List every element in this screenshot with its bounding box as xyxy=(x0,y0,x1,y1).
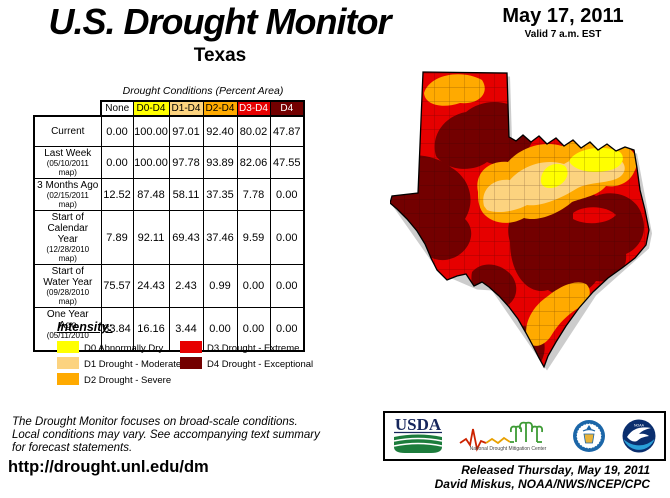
table-cell: 0.99 xyxy=(202,264,238,308)
release-author: David Miskus, NOAA/NWS/NCEP/CPC xyxy=(434,476,650,491)
region-name: Texas xyxy=(193,45,247,66)
map-date: May 17, 2011 xyxy=(502,5,624,27)
row-label: Start of Calendar Year (12/28/2010 map) xyxy=(33,210,102,265)
table-cell: 100.00 xyxy=(132,146,170,179)
drought-table: None D0-D4 D1-D4 D2-D4 D3-D4 D4 Current … xyxy=(33,100,305,352)
table-cell: 93.89 xyxy=(202,146,238,179)
svg-text:NOAA: NOAA xyxy=(634,424,645,428)
county-borders xyxy=(390,72,649,367)
row-label: Start of Water Year (09/28/2010 map) xyxy=(33,264,102,308)
release-info: Released Thursday, May 19, 2011 David Mi… xyxy=(330,463,650,491)
table-cell: 0.00 xyxy=(100,146,134,179)
noaa-logo: NOAA xyxy=(622,419,656,453)
table-cell: 0.00 xyxy=(269,264,305,308)
column-header-d0-d4: D0-D4 xyxy=(132,100,170,117)
table-cell: 37.35 xyxy=(202,178,238,211)
column-header-d2-d4: D2-D4 xyxy=(202,100,238,117)
svg-text:USDA: USDA xyxy=(395,415,442,434)
table-cell: 82.06 xyxy=(236,146,271,179)
table-row: One Year Ago(05/11/2010 map) 83.84 16.16… xyxy=(33,307,305,352)
d4-color-swatch xyxy=(180,357,202,369)
table-cell: 7.78 xyxy=(236,178,271,211)
table-header-row: None D0-D4 D1-D4 D2-D4 D3-D4 D4 xyxy=(34,100,305,117)
d2-color-swatch xyxy=(57,373,79,385)
table-row: 3 Months Ago (02/15/2011 map) 12.52 87.48… xyxy=(33,178,305,211)
row-label: Current xyxy=(33,115,102,147)
table-cell: 69.43 xyxy=(168,210,204,265)
texas-drought-map xyxy=(389,60,670,375)
table-row: Last Week (05/10/2011 map) 0.00 100.00 97… xyxy=(33,146,305,179)
usda-logo: USDA xyxy=(393,415,443,453)
table-cell: 80.02 xyxy=(236,115,271,147)
table-cell: 0.00 xyxy=(269,210,305,265)
table-corner-cell xyxy=(34,101,101,116)
commerce-seal-icon xyxy=(573,420,605,452)
ndmc-logo: National Drought Mitigation Center xyxy=(459,421,547,452)
table-cell: 2.43 xyxy=(168,264,204,308)
table-title: Drought Conditions (Percent Area) xyxy=(122,85,284,97)
table-cell: 97.01 xyxy=(168,115,204,147)
texas-outline xyxy=(389,71,650,369)
column-header-none: None xyxy=(100,100,134,117)
table-cell: 9.59 xyxy=(236,210,271,265)
table-row: Start of Calendar Year (12/28/2010 map) 7.… xyxy=(33,210,305,265)
valid-time: Valid 7 a.m. EST xyxy=(524,29,602,40)
date-block: May 17, 2011 Valid 7 a.m. EST xyxy=(483,5,643,40)
table-cell: 24.43 xyxy=(132,264,170,308)
table-cell: 47.55 xyxy=(269,146,305,179)
drought-monitor-url: http://drought.unl.edu/dm xyxy=(8,458,209,476)
page-title: U.S. Drought Monitor xyxy=(48,1,392,42)
agency-logo-box: USDA National Drought Mitigation Center … xyxy=(383,411,666,461)
table-cell: 87.48 xyxy=(132,178,170,211)
table-cell: 0.00 xyxy=(269,178,305,211)
table-cell: 75.57 xyxy=(100,264,134,308)
table-cell: 0.00 xyxy=(236,264,271,308)
d1-color-swatch xyxy=(57,357,79,369)
table-cell: 97.78 xyxy=(168,146,204,179)
d3-color-swatch xyxy=(180,341,202,353)
column-header-d3-d4: D3-D4 xyxy=(236,100,271,117)
table-cell: 100.00 xyxy=(132,115,170,147)
table-cell: 92.40 xyxy=(202,115,238,147)
column-header-d4: D4 xyxy=(269,100,305,117)
legend-title: Intensity: xyxy=(57,320,113,334)
d0-color-swatch xyxy=(57,341,79,353)
release-date: Released Thursday, May 19, 2011 xyxy=(461,463,650,477)
row-label: 3 Months Ago (02/15/2011 map) xyxy=(33,178,102,211)
column-header-d1-d4: D1-D4 xyxy=(168,100,204,117)
table-cell: 92.11 xyxy=(132,210,170,265)
row-label: Last Week (05/10/2011 map) xyxy=(33,146,102,179)
table-cell: 12.52 xyxy=(100,178,134,211)
table-cell: 0.00 xyxy=(202,307,238,352)
table-row: Current 0.00 100.00 97.01 92.40 80.02 47… xyxy=(33,115,305,147)
table-cell: 16.16 xyxy=(132,307,170,352)
svg-text:National Drought Mitigation Ce: National Drought Mitigation Center xyxy=(470,446,547,452)
table-cell: 7.89 xyxy=(100,210,134,265)
table-cell: 47.87 xyxy=(269,115,305,147)
table-row: Start of Water Year (09/28/2010 map) 75.57… xyxy=(33,264,305,308)
disclaimer-text: The Drought Monitor focuses on broad-sca… xyxy=(12,416,320,454)
table-cell: 0.00 xyxy=(100,115,134,147)
table-cell: 0.00 xyxy=(269,307,305,352)
table-cell: 58.11 xyxy=(168,178,204,211)
table-cell: 37.46 xyxy=(202,210,238,265)
